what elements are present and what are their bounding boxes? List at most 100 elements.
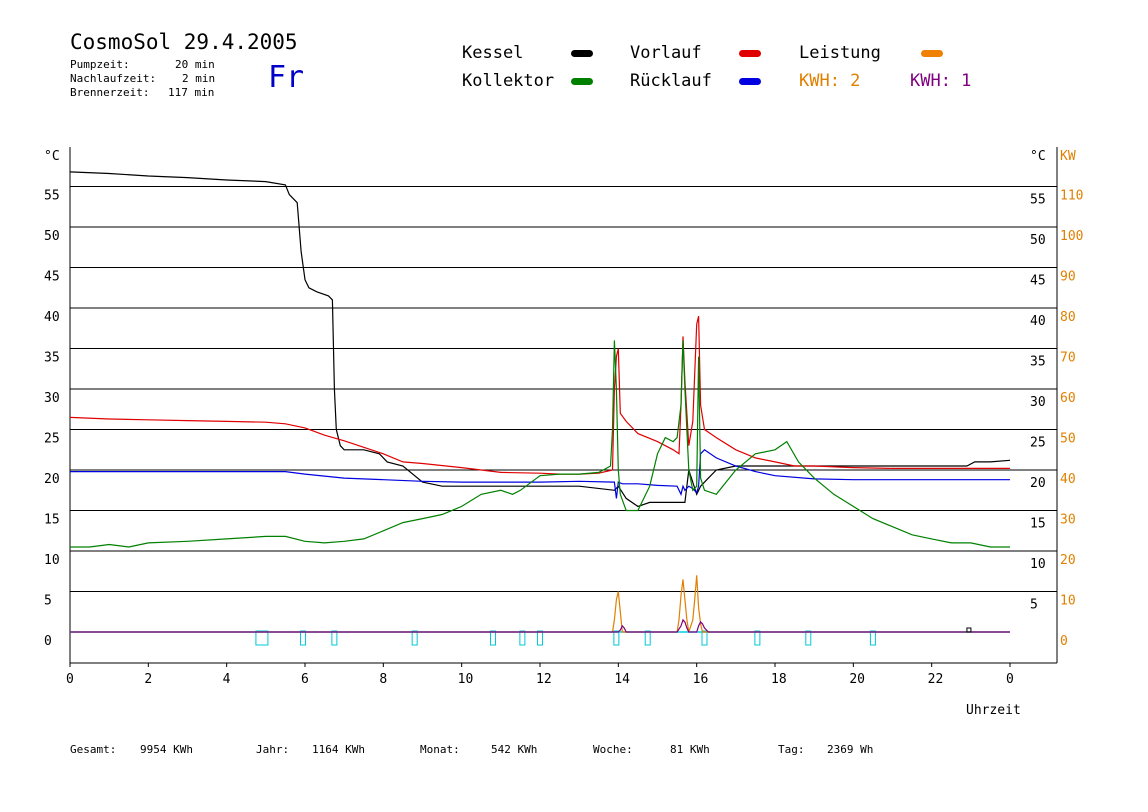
y-tick-label-right-25: 25 xyxy=(1030,436,1046,451)
power-tick-label-70: 70 xyxy=(1060,351,1076,366)
pump-marker xyxy=(490,630,496,646)
legend-kwh-2: KWH: 2 xyxy=(799,71,861,91)
y-tick-label-right-10: 10 xyxy=(1030,557,1046,572)
power-tick-label-110: 110 xyxy=(1060,189,1083,204)
footer-value-gesamt: 9954 KWh xyxy=(140,743,193,756)
power-tick-label-20: 20 xyxy=(1060,553,1076,568)
power-tick-label-40: 40 xyxy=(1060,472,1076,487)
y-tick-label-left-0: 0 xyxy=(44,634,52,649)
x-tick-label-9: 18 xyxy=(771,672,787,687)
y-tick-label-left-5: 5 xyxy=(44,594,52,609)
chart-title: CosmoSol 29.4.2005 xyxy=(70,30,298,54)
series-line-kessel xyxy=(69,171,1011,508)
y-tick-label-right-30: 30 xyxy=(1030,395,1046,410)
x-tick-label-11: 22 xyxy=(928,672,944,687)
power-line-2 xyxy=(70,618,1010,633)
pump-marker xyxy=(701,630,708,646)
y-tick-label-right-35: 35 xyxy=(1030,355,1046,370)
y-tick-label-left-55: 55 xyxy=(44,189,60,204)
series-line-vorlauf xyxy=(69,315,1010,475)
x-tick-label-12: 0 xyxy=(1006,672,1014,687)
power-tick-label-30: 30 xyxy=(1060,513,1076,528)
legend-swatch-vorlauf xyxy=(739,50,761,57)
pump-marker xyxy=(869,630,876,646)
legend-swatch-leistung xyxy=(921,50,943,57)
power-tick-label-90: 90 xyxy=(1060,270,1076,285)
x-tick-label-0: 0 xyxy=(66,672,74,687)
x-tick-label-3: 6 xyxy=(301,672,309,687)
footer-label-jahr: Jahr: xyxy=(256,743,290,756)
power-tick-label-100: 100 xyxy=(1060,229,1083,244)
y-tick-label-right-20: 20 xyxy=(1030,476,1046,491)
y-tick-label-right-5: 5 xyxy=(1030,598,1038,613)
footer-label-woche: Woche: xyxy=(593,743,633,756)
x-tick-label-7: 14 xyxy=(614,672,630,687)
power-tick-label-50: 50 xyxy=(1060,432,1076,447)
info-value-pumpzeit: 20 min xyxy=(175,58,215,71)
x-tick-label-6: 12 xyxy=(536,672,552,687)
footer-label-monat: Monat: xyxy=(420,743,460,756)
y-axis-unit-right: °C xyxy=(1030,149,1046,164)
pump-marker xyxy=(754,630,761,646)
y-tick-label-right-55: 55 xyxy=(1030,193,1046,208)
y-tick-label-left-25: 25 xyxy=(44,432,60,447)
pump-marker xyxy=(613,630,620,646)
legend-label-vorlauf: Vorlauf xyxy=(630,43,702,63)
footer-value-monat: 542 KWh xyxy=(491,743,538,756)
legend-swatch-kollektor xyxy=(571,78,593,85)
x-tick-label-4: 8 xyxy=(379,672,387,687)
y-tick-label-right-15: 15 xyxy=(1030,517,1046,532)
info-value-brennerzeit: 117 min xyxy=(168,86,215,99)
pump-marker xyxy=(331,630,338,646)
series-line-rücklauf xyxy=(70,449,1010,499)
y-axis-unit-power: KW xyxy=(1060,149,1076,164)
y-tick-label-right-45: 45 xyxy=(1030,274,1046,289)
x-tick-label-1: 2 xyxy=(144,672,152,687)
x-tick-label-2: 4 xyxy=(223,672,231,687)
x-axis-label: Uhrzeit xyxy=(966,703,1021,718)
end-marker xyxy=(966,627,972,633)
y-tick-label-right-50: 50 xyxy=(1030,233,1046,248)
y-tick-label-left-30: 30 xyxy=(44,391,60,406)
y-tick-label-right-40: 40 xyxy=(1030,314,1046,329)
pump-marker xyxy=(411,630,418,646)
x-tick-label-5: 10 xyxy=(458,672,474,687)
legend-kwh-1: KWH: 1 xyxy=(910,71,972,91)
y-tick-label-left-20: 20 xyxy=(44,472,60,487)
weekday-label: Fr xyxy=(268,60,305,95)
y-axis-unit-left: °C xyxy=(44,149,60,164)
y-tick-label-left-15: 15 xyxy=(44,513,60,528)
footer-value-woche: 81 KWh xyxy=(670,743,710,756)
pump-marker xyxy=(255,630,269,646)
legend-label-kollektor: Kollektor xyxy=(462,71,555,91)
footer-value-tag: 2369 Wh xyxy=(827,743,874,756)
pump-marker xyxy=(519,630,526,646)
pump-marker xyxy=(805,630,812,646)
pump-marker xyxy=(300,630,307,646)
y-tick-label-left-50: 50 xyxy=(44,229,60,244)
info-label-brennerzeit: Brennerzeit: xyxy=(70,86,150,99)
power-line-1 xyxy=(70,575,1010,633)
grid-layer xyxy=(70,186,1057,592)
power-tick-label-80: 80 xyxy=(1060,310,1076,325)
legend-label-ruecklauf: Rücklauf xyxy=(630,71,712,91)
legend-label-kessel: Kessel xyxy=(462,43,524,63)
y-tick-label-left-10: 10 xyxy=(44,553,60,568)
info-label-pumpzeit: Pumpzeit: xyxy=(70,58,130,71)
pump-marker xyxy=(644,630,651,646)
footer-value-jahr: 1164 KWh xyxy=(312,743,365,756)
power-tick-label-60: 60 xyxy=(1060,391,1076,406)
legend-swatch-ruecklauf xyxy=(739,78,761,85)
y-tick-label-left-35: 35 xyxy=(44,351,60,366)
series-line-kollektor xyxy=(70,340,1010,548)
power-tick-label-10: 10 xyxy=(1060,594,1076,609)
legend-label-leistung: Leistung xyxy=(799,43,881,63)
x-tick-label-8: 16 xyxy=(693,672,709,687)
legend-swatch-kessel xyxy=(571,50,593,57)
y-tick-label-left-45: 45 xyxy=(44,270,60,285)
info-label-nachlaufzeit: Nachlaufzeit: xyxy=(70,72,157,85)
x-tick-label-10: 20 xyxy=(849,672,865,687)
footer-label-tag: Tag: xyxy=(778,743,805,756)
